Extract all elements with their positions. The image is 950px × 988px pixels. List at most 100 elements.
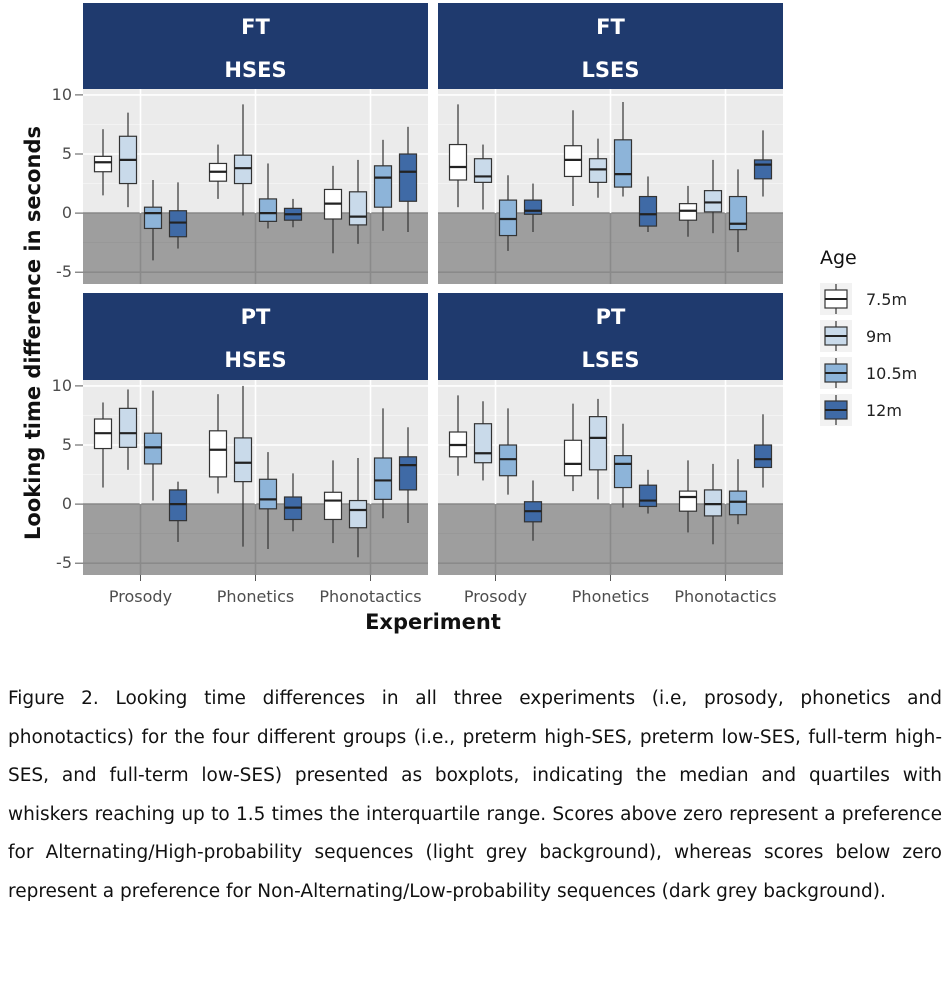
box-iqr	[498, 199, 518, 237]
boxplot-box	[563, 110, 583, 206]
facet-strip-label-bottom: LSES	[582, 58, 640, 82]
facet-strip	[438, 293, 783, 380]
boxplot-box	[168, 182, 188, 249]
boxplot-box	[348, 159, 368, 244]
boxplot-box	[233, 104, 253, 216]
box-iqr	[208, 430, 228, 478]
legend-keys: 7.5m 9m 10.5m 12m	[820, 283, 917, 426]
x-tick-label: Phonotactics	[674, 587, 776, 606]
y-tick-label: -5	[56, 262, 72, 281]
legend-label: 10.5m	[866, 364, 917, 383]
boxplot-box	[283, 198, 303, 228]
y-axis-ticks: -5 0 5 10 -5 0 5 10	[52, 85, 83, 572]
box-iqr	[473, 158, 493, 183]
boxplot-box	[233, 385, 253, 547]
boxplot-box	[118, 389, 138, 470]
y-tick-label: 5	[62, 144, 72, 163]
boxplot-box	[398, 427, 418, 523]
facet-strip	[83, 3, 428, 89]
boxplot-box	[208, 144, 228, 199]
y-tick-label: 10	[52, 85, 72, 104]
facet-strip-label-bottom: HSES	[224, 58, 286, 82]
x-tick-label: Phonotactics	[319, 587, 421, 606]
boxplot-box	[753, 130, 773, 197]
box-iqr	[638, 484, 658, 508]
boxplot-box	[523, 480, 543, 541]
boxplot-box	[398, 126, 418, 232]
box-iqr	[143, 432, 163, 465]
boxplot-box	[498, 408, 518, 495]
legend-key: 9m	[820, 320, 892, 352]
box-iqr	[473, 423, 493, 464]
box-iqr	[93, 155, 113, 173]
legend: Age 7.5m 9m 10.5m 12m	[820, 247, 917, 426]
y-tick-label: 5	[62, 435, 72, 454]
boxplot-box	[348, 458, 368, 558]
box-iqr	[523, 199, 543, 215]
boxplot-box	[473, 144, 493, 210]
y-tick-label: 10	[52, 376, 72, 395]
boxplot-box	[638, 469, 658, 514]
box-iqr	[348, 499, 368, 529]
boxplot-box	[473, 401, 493, 481]
facet-strip	[438, 3, 783, 89]
facet-strip	[83, 293, 428, 380]
box-iqr	[563, 439, 583, 477]
boxplot-box	[523, 183, 543, 232]
box-iqr	[613, 139, 633, 188]
boxplot-box	[728, 459, 748, 525]
box-iqr	[728, 490, 748, 516]
legend-label: 7.5m	[866, 290, 907, 309]
boxplot-box	[563, 403, 583, 492]
box-iqr	[233, 154, 253, 185]
boxplot-box	[613, 423, 633, 508]
facet-strip-label-top: PT	[596, 305, 626, 329]
y-tick-label: -5	[56, 553, 72, 572]
box-iqr	[258, 198, 278, 222]
y-axis-title: Looking time difference in seconds	[21, 126, 45, 540]
boxplot-box	[678, 460, 698, 533]
boxplot-box	[118, 112, 138, 208]
box-iqr	[703, 190, 723, 213]
boxplot-box	[323, 165, 343, 254]
boxplot-box	[143, 390, 163, 501]
boxplot-box	[258, 452, 278, 549]
x-axis-title: Experiment	[365, 610, 501, 634]
facet-strip-label-top: FT	[241, 15, 270, 39]
legend-label: 9m	[866, 327, 892, 346]
legend-key: 10.5m	[820, 357, 917, 389]
x-tick-label: Prosody	[109, 587, 172, 606]
legend-label: 12m	[866, 401, 902, 420]
facet-panel: PT HSES	[83, 293, 428, 575]
facet-strip-label-top: FT	[596, 15, 625, 39]
box-iqr	[323, 491, 343, 521]
x-tick-label: Prosody	[464, 587, 527, 606]
facet-strip-label-top: PT	[241, 305, 271, 329]
facet-strip-label-bottom: LSES	[582, 348, 640, 372]
box-iqr	[373, 457, 393, 500]
boxplot-box	[323, 460, 343, 544]
box-iqr	[118, 407, 138, 448]
boxplot-box	[448, 104, 468, 208]
box-iqr	[168, 489, 188, 522]
boxplot-box	[373, 139, 393, 231]
box-iqr	[373, 165, 393, 208]
boxplot-box	[588, 398, 608, 500]
boxplot-box	[93, 402, 113, 488]
box-iqr	[143, 206, 163, 230]
legend-key: 7.5m	[820, 283, 907, 315]
box-iqr	[728, 195, 748, 231]
boxplot-box	[448, 395, 468, 476]
box-iqr	[348, 191, 368, 226]
boxplot-box	[678, 185, 698, 237]
boxplot-box	[498, 175, 518, 251]
boxplot-box	[283, 473, 303, 532]
boxplot-box	[168, 481, 188, 542]
box-iqr	[588, 416, 608, 471]
box-iqr	[678, 203, 698, 221]
legend-title: Age	[820, 247, 857, 269]
box-iqr	[448, 143, 468, 181]
box-iqr	[753, 444, 773, 469]
x-axis-ticks: Prosody Phonetics Phonotactics Prosody Phone…	[109, 575, 777, 606]
box-iqr	[638, 195, 658, 227]
